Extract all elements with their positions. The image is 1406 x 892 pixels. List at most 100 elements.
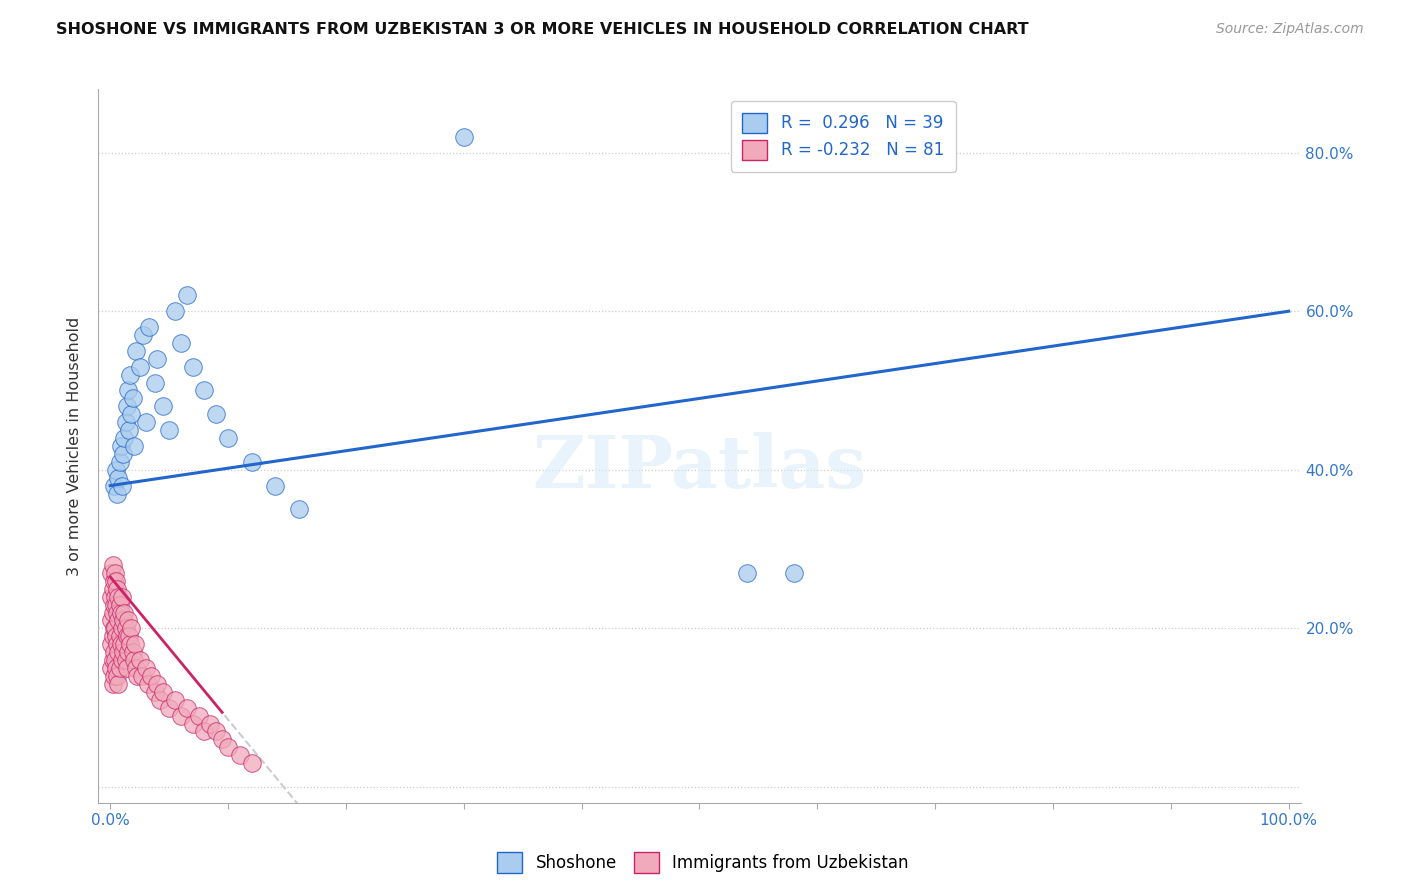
Point [135,415,157,429]
Point [103,669,125,683]
Point [100,566,122,580]
Point [110,637,132,651]
Point [205,724,228,739]
Point [107,645,129,659]
Point [103,574,125,588]
Point [136,677,159,691]
Point [108,629,131,643]
Point [100,637,122,651]
Point [111,653,134,667]
Point [108,455,131,469]
Point [105,669,128,683]
Point [107,590,129,604]
Point [105,661,128,675]
Point [112,637,135,651]
Point [128,653,150,667]
Point [103,598,125,612]
Point [103,621,125,635]
Point [163,304,186,318]
Point [104,621,127,635]
Point [152,685,174,699]
Point [176,700,198,714]
Point [107,677,129,691]
Y-axis label: 3 or more Vehicles in Household: 3 or more Vehicles in Household [67,317,83,575]
Point [121,392,143,406]
Point [193,384,215,398]
Point [115,629,138,643]
Point [105,606,128,620]
Point [112,614,135,628]
Point [110,606,132,620]
Point [146,677,169,691]
Point [100,661,122,675]
Point [104,590,127,604]
Point [118,423,141,437]
Point [125,343,148,358]
Point [101,582,124,596]
Point [157,423,180,437]
Legend: R =  0.296   N = 39, R = -0.232   N = 81: R = 0.296 N = 39, R = -0.232 N = 81 [731,101,956,172]
Point [105,574,128,588]
Point [112,645,135,659]
Point [783,566,806,580]
Point [176,288,198,302]
Point [115,661,138,675]
Point [122,439,145,453]
Point [103,478,125,492]
Point [143,376,166,390]
Point [107,471,129,485]
Point [143,685,166,699]
Point [205,407,228,421]
Point [105,629,128,643]
Point [181,359,204,374]
Point [132,328,155,343]
Point [128,359,150,374]
Text: ZIPatlas: ZIPatlas [533,432,866,503]
Point [149,692,172,706]
Point [108,598,131,612]
Point [187,708,209,723]
Point [170,335,193,350]
Point [120,368,142,382]
Text: Source: ZipAtlas.com: Source: ZipAtlas.com [1216,22,1364,37]
Point [110,439,132,453]
Point [103,645,125,659]
Point [105,486,128,500]
Point [107,614,129,628]
Point [121,645,143,659]
Point [124,637,146,651]
Point [101,558,124,572]
Point [112,606,135,620]
Point [100,614,122,628]
Point [163,692,186,706]
Point [122,653,145,667]
Point [170,708,193,723]
Point [229,748,252,763]
Point [157,700,180,714]
Point [141,669,163,683]
Point [217,740,239,755]
Point [152,400,174,414]
Point [105,582,128,596]
Point [114,621,136,635]
Point [120,407,142,421]
Point [114,415,136,429]
Point [105,463,128,477]
Point [193,724,215,739]
Point [115,400,138,414]
Point [181,716,204,731]
Point [101,653,124,667]
Point [288,502,311,516]
Point [125,661,148,675]
Point [264,478,287,492]
Point [105,598,128,612]
Point [101,629,124,643]
Point [104,653,127,667]
Point [104,566,127,580]
Point [112,447,135,461]
Point [112,431,135,445]
Point [111,478,134,492]
Point [108,661,131,675]
Point [217,431,239,445]
Point [118,629,141,643]
